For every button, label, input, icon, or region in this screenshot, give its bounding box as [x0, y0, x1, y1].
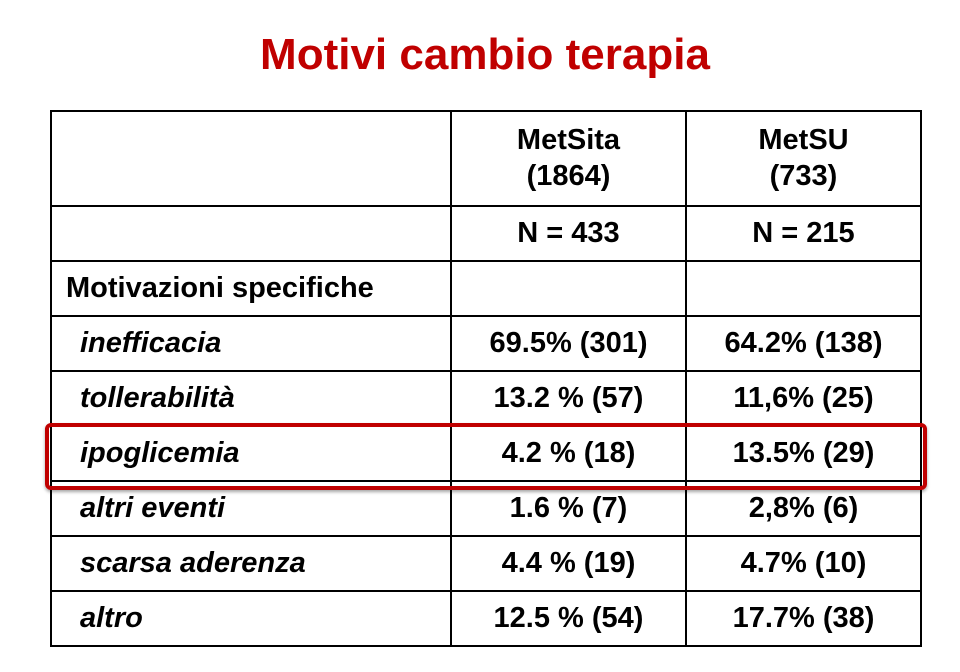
header-metsu: MetSU (733) [686, 111, 921, 206]
row-label: altro [51, 591, 451, 646]
subheader-blank [51, 206, 451, 261]
row-val1: 69.5% (301) [451, 316, 686, 371]
row-val1: 13.2 % (57) [451, 371, 686, 426]
row-val2: 64.2% (138) [686, 316, 921, 371]
header-metsu-line2: (733) [770, 160, 838, 192]
table-header-row: MetSita (1864) MetSU (733) [51, 111, 921, 206]
row-val2: 2,8% (6) [686, 481, 921, 536]
page-title: Motivi cambio terapia [50, 30, 920, 80]
header-metsu-line1: MetSU [758, 124, 848, 156]
table-row: altro 12.5 % (54) 17.7% (38) [51, 591, 921, 646]
subheader-n2: N = 215 [686, 206, 921, 261]
header-metsita-line1: MetSita [517, 124, 620, 156]
header-metsita: MetSita (1864) [451, 111, 686, 206]
subheader-n1: N = 433 [451, 206, 686, 261]
row-label: altri eventi [51, 481, 451, 536]
table-row: altri eventi 1.6 % (7) 2,8% (6) [51, 481, 921, 536]
header-blank [51, 111, 451, 206]
section-label: Motivazioni specifiche [51, 261, 451, 316]
table-row: inefficacia 69.5% (301) 64.2% (138) [51, 316, 921, 371]
data-table: MetSita (1864) MetSU (733) N = 433 N = 2… [50, 110, 922, 647]
row-label: inefficacia [51, 316, 451, 371]
table-row: ipoglicemia 4.2 % (18) 13.5% (29) [51, 426, 921, 481]
table-row: scarsa aderenza 4.4 % (19) 4.7% (10) [51, 536, 921, 591]
section-blank1 [451, 261, 686, 316]
table-section-row: Motivazioni specifiche [51, 261, 921, 316]
row-val1: 1.6 % (7) [451, 481, 686, 536]
table-subheader-row: N = 433 N = 215 [51, 206, 921, 261]
row-val1: 12.5 % (54) [451, 591, 686, 646]
row-val1: 4.4 % (19) [451, 536, 686, 591]
row-val2: 11,6% (25) [686, 371, 921, 426]
row-label: tollerabilità [51, 371, 451, 426]
row-val1: 4.2 % (18) [451, 426, 686, 481]
row-val2: 4.7% (10) [686, 536, 921, 591]
table-row: tollerabilità 13.2 % (57) 11,6% (25) [51, 371, 921, 426]
page-container: Motivi cambio terapia MetSita (1864) Met… [0, 0, 960, 672]
row-label: scarsa aderenza [51, 536, 451, 591]
row-val2: 13.5% (29) [686, 426, 921, 481]
row-val2: 17.7% (38) [686, 591, 921, 646]
row-label: ipoglicemia [51, 426, 451, 481]
header-metsita-line2: (1864) [527, 160, 611, 192]
section-blank2 [686, 261, 921, 316]
